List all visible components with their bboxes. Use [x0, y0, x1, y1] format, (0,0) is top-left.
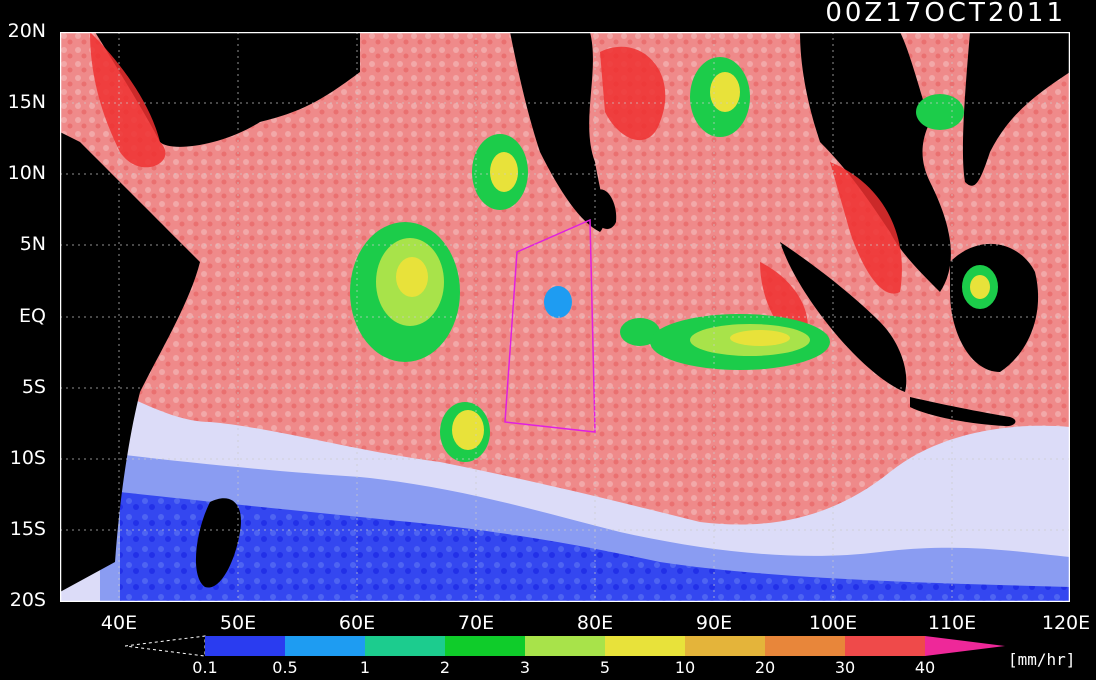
map-frame — [60, 32, 1070, 602]
sri-lanka-land — [594, 189, 617, 229]
lat-label: 15N — [7, 91, 46, 113]
southeast-asia-land — [800, 32, 1070, 292]
lat-label: 15S — [9, 518, 46, 540]
india-land — [510, 32, 605, 232]
lat-label: 5N — [19, 233, 46, 255]
lon-label: 40E — [100, 612, 138, 634]
colorbar-cell — [205, 636, 285, 656]
africa-land — [60, 32, 360, 592]
colorbar-cell — [365, 636, 445, 656]
colorbar-cell — [285, 636, 365, 656]
colorbar-cell — [525, 636, 605, 656]
colorbar-cell — [445, 636, 525, 656]
colorbar-label: 3 — [519, 658, 531, 677]
colorbar-cell — [845, 636, 925, 656]
colorbar-under-triangle — [125, 635, 206, 657]
lat-label: 10N — [7, 162, 46, 184]
colorbar-label: 2 — [439, 658, 451, 677]
map-canvas — [60, 32, 1070, 602]
convective-cells — [350, 57, 998, 462]
colorbar-cell — [605, 636, 685, 656]
colorbar-label: 30 — [834, 658, 856, 677]
lat-label: EQ — [19, 305, 46, 327]
java-land — [910, 397, 1016, 427]
timestamp-title: 00Z17OCT2011 — [825, 0, 1066, 28]
colorbar-label: 40 — [914, 658, 936, 677]
lon-label: 50E — [219, 612, 257, 634]
colorbar-label: 1 — [359, 658, 371, 677]
colorbar-label: 20 — [754, 658, 776, 677]
sumatra-land — [780, 242, 907, 392]
lat-label: 20N — [7, 20, 46, 42]
lon-label: 60E — [338, 612, 376, 634]
lon-label: 90E — [695, 612, 733, 634]
colorbar-label: 5 — [599, 658, 611, 677]
gridlines — [60, 32, 1070, 602]
lat-label: 20S — [9, 589, 46, 611]
colorbar-over-triangle — [925, 636, 1005, 656]
lat-label: 10S — [9, 447, 46, 469]
colorbar-label: 10 — [674, 658, 696, 677]
lon-label: 100E — [808, 612, 858, 634]
units-label: [mm/hr] — [1008, 650, 1076, 669]
lon-label: 120E — [1041, 612, 1091, 634]
colorbar-label: 0.1 — [192, 658, 218, 677]
lat-label: 5S — [21, 376, 46, 398]
colorbar-cell — [685, 636, 765, 656]
lon-label: 110E — [927, 612, 977, 634]
lon-label: 70E — [457, 612, 495, 634]
precipitation-map — [60, 32, 1070, 602]
madagascar-land — [195, 498, 241, 588]
colorbar-cell — [765, 636, 845, 656]
analysis-region-outline — [504, 218, 596, 433]
lon-label: 80E — [576, 612, 614, 634]
colorbar-label: 0.5 — [272, 658, 298, 677]
colorbar — [125, 635, 1005, 657]
